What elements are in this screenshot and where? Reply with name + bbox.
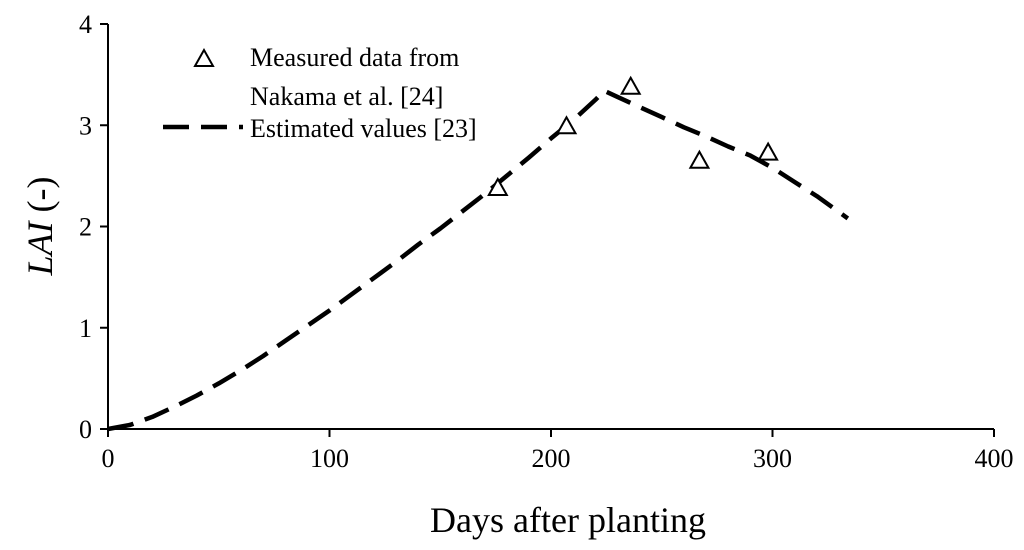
x-tick-label: 300 [753, 444, 792, 473]
measured-point [619, 75, 642, 95]
series-layer [107, 75, 850, 432]
y-axis-title: LAI (-) [20, 177, 60, 277]
y-axis-title-suffix: (-) [20, 177, 60, 222]
x-tick-label: 200 [532, 444, 571, 473]
measured-point [688, 149, 711, 169]
x-tick-label: 0 [102, 444, 115, 473]
legend: Measured data from Nakama et al. [24] Es… [163, 43, 477, 143]
y-tick-label: 3 [79, 111, 92, 140]
y-tick-label: 2 [79, 213, 92, 242]
measured-point [487, 176, 509, 196]
x-tick-label: 400 [975, 444, 1014, 473]
legend-entry-measured-line1: Measured data from [250, 43, 459, 72]
estimated-values-line [107, 88, 850, 432]
x-tick-label: 100 [310, 444, 349, 473]
x-axis-title: Days after planting [430, 500, 706, 540]
measured-point [555, 115, 578, 135]
legend-entry-measured-line2: Nakama et al. [24] [250, 82, 443, 111]
y-tick-label: 4 [79, 10, 92, 39]
y-tick-label: 0 [79, 415, 92, 444]
y-axis-title-main: LAI [20, 219, 60, 276]
legend-triangle-marker [193, 47, 215, 67]
ticks: 0 100 200 300 400 0 1 2 3 4 [79, 10, 1014, 473]
y-tick-label: 1 [79, 314, 92, 343]
legend-entry-estimated: Estimated values [23] [250, 114, 477, 143]
measured-point [757, 141, 779, 161]
